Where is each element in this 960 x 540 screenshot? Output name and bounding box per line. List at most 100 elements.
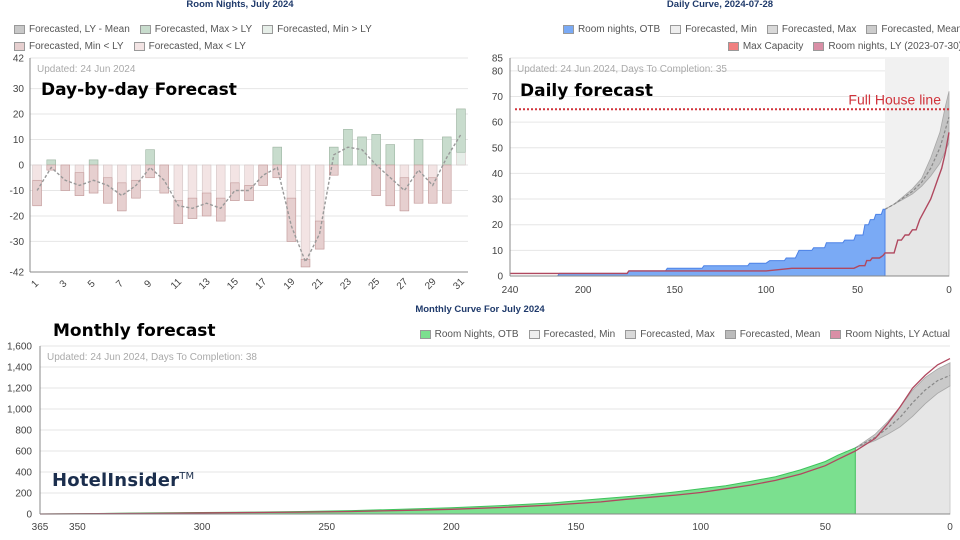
max-above-ly-bar	[385, 144, 395, 166]
x-tick-label: 3	[58, 278, 70, 290]
y-tick-label: 0	[18, 161, 24, 172]
legend-item[interactable]: Forecasted, Mean	[724, 329, 820, 340]
min-below-ly-bar	[201, 192, 212, 217]
y-tick-label: 50	[492, 143, 504, 154]
legend-item[interactable]: Forecasted, Max	[766, 24, 856, 35]
y-tick-label: 1,400	[7, 363, 32, 374]
updated-note: Updated: 24 Jun 2024	[37, 64, 136, 75]
chart-legend: Room Nights, OTB Forecasted, Min Forecaste…	[400, 329, 950, 340]
legend-item[interactable]: Forecasted, Min	[528, 329, 615, 340]
legend-label: Room Nights, LY Actual	[845, 329, 950, 340]
legend-item[interactable]: Room Nights, LY Actual	[830, 329, 950, 340]
x-tick-label: 240	[502, 285, 519, 296]
legend-item[interactable]: Max Capacity	[727, 41, 804, 52]
max-above-ly-bar	[329, 146, 339, 166]
legend-label: Room Nights, OTB	[434, 329, 519, 340]
y-tick-label: 10	[13, 135, 25, 146]
panel-title: Room Nights, July 2024	[186, 0, 294, 10]
min-below-ly-bar	[88, 164, 99, 194]
y-tick-label: 600	[15, 447, 32, 458]
ly-line	[39, 358, 951, 515]
x-tick-label: 200	[443, 522, 460, 533]
legend-label: Room nights, LY (2023-07-30)	[828, 41, 960, 52]
min-below-ly-bar	[385, 164, 395, 207]
min-below-ly-bar	[145, 164, 155, 179]
min-below-ly-bar	[314, 220, 325, 250]
y-tick-label: 20	[13, 110, 25, 121]
min-below-ly-bar	[300, 258, 311, 268]
legend-swatch	[830, 330, 842, 339]
legend-swatch	[562, 25, 574, 34]
legend-item[interactable]: Room Nights, OTB	[419, 329, 519, 340]
x-tick-label: 21	[310, 276, 326, 292]
max-above-ly-bar	[371, 134, 381, 166]
chart-heading: Day-by-day Forecast	[41, 80, 237, 100]
x-tick-label: 0	[946, 285, 952, 296]
updated-note: Updated: 24 Jun 2024, Days To Completion…	[517, 64, 727, 75]
y-tick-label: 1,200	[7, 384, 32, 395]
logo-trademark: TM	[179, 471, 195, 482]
min-below-ly-bar	[329, 164, 339, 176]
x-tick-label: 9	[142, 278, 154, 290]
y-tick-label: 80	[492, 66, 504, 77]
x-tick-label: 29	[423, 276, 439, 292]
legend-item[interactable]: Forecasted, Max	[625, 329, 715, 340]
max-above-ly-bar	[272, 146, 282, 166]
min-below-ly-bar	[427, 177, 438, 204]
legend-label: Max Capacity	[742, 41, 804, 52]
legend-item[interactable]: Forecasted, Max > LY	[139, 24, 252, 35]
legend-item[interactable]: Forecasted, Mean	[866, 24, 960, 35]
min-below-ly-bar	[399, 177, 410, 212]
x-tick-label: 27	[395, 276, 411, 292]
y-tick-label: 10	[492, 246, 504, 257]
full-house-label: Full House line	[848, 91, 941, 107]
y-tick-label: 70	[492, 92, 504, 103]
legend-swatch	[419, 330, 431, 339]
y-tick-label: -20	[10, 211, 25, 222]
ly-line	[510, 132, 950, 275]
max-above-ly-bar	[88, 159, 99, 166]
legend-item[interactable]: Forecasted, LY - Mean	[14, 24, 130, 35]
x-tick-label: 150	[568, 522, 585, 533]
legend-item[interactable]: Room nights, OTB	[562, 24, 660, 35]
legend-item[interactable]: Forecasted, Min	[670, 24, 757, 35]
monthly-curve-panel: Monthly Curve For July 2024 Room Nights,…	[0, 300, 960, 540]
x-tick-label: 50	[820, 522, 832, 533]
legend-label: Forecasted, Min > LY	[277, 24, 372, 35]
x-tick-label: 1	[29, 278, 41, 290]
min-below-ly-bar	[371, 164, 381, 196]
legend-item[interactable]: Forecasted, Max < LY	[133, 41, 246, 52]
max-above-ly-bar	[456, 108, 466, 153]
legend-item[interactable]: Room nights, LY (2023-07-30)	[813, 41, 960, 52]
legend-item[interactable]: Forecasted, Min < LY	[14, 41, 124, 52]
y-tick-label: -30	[10, 237, 25, 248]
min-below-ly-bar	[173, 200, 184, 224]
legend-item[interactable]: Forecasted, Min > LY	[262, 24, 372, 35]
x-tick-label: 11	[169, 276, 184, 291]
legend-label: Forecasted, Min	[685, 24, 757, 35]
legend-swatch	[670, 25, 682, 34]
min-below-ly-bar	[244, 185, 254, 201]
forecast-range-bar	[300, 164, 311, 268]
forecast-mean-line	[884, 116, 950, 210]
x-tick-label: 7	[114, 278, 126, 290]
min-below-ly-bar	[442, 164, 452, 204]
x-tick-label: 300	[194, 522, 211, 533]
max-above-ly-bar	[413, 139, 424, 166]
legend-swatch	[528, 330, 540, 339]
legend-swatch	[14, 42, 25, 51]
y-tick-label: 1,600	[7, 342, 32, 353]
chart-legend: Forecasted, LY - Mean Forecasted, Max > L…	[14, 24, 474, 52]
min-below-ly-bar	[159, 164, 169, 194]
x-tick-label: 25	[367, 276, 383, 292]
min-below-ly-bar	[103, 177, 113, 204]
legend-swatch	[813, 42, 825, 51]
daily-curve-panel: Daily Curve, 2024-07-28 Room nights, OTB…	[480, 0, 960, 300]
legend-label: Forecasted, Max < LY	[148, 41, 246, 52]
y-tick-label: 30	[492, 195, 504, 206]
updated-note: Updated: 24 Jun 2024, Days To Completion…	[47, 352, 257, 363]
legend-label: Forecasted, LY - Mean	[29, 24, 130, 35]
max-above-ly-bar	[357, 136, 367, 166]
